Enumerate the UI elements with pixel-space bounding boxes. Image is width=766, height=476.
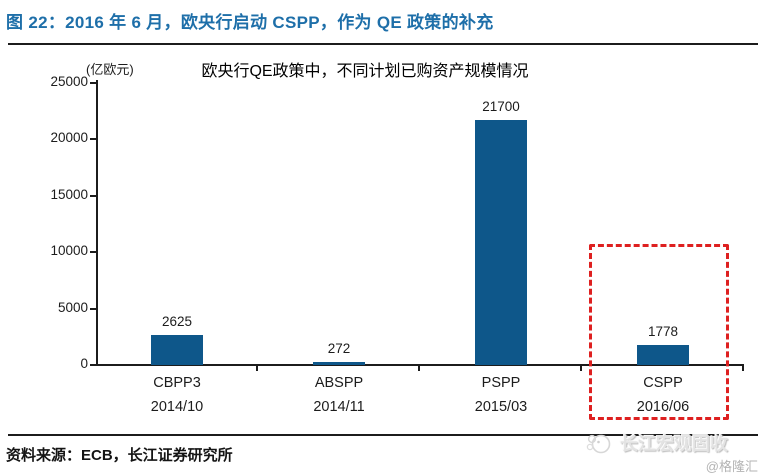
x-axis-tick [742,366,744,371]
source-note: 资料来源：ECB，长江证券研究所 [6,447,233,464]
x-category-name: ABSPP [314,375,364,391]
bar-cbpp3 [151,335,203,365]
x-category-date: 2016/06 [636,399,690,415]
header-divider [8,43,758,45]
figure-title: 图 22：2016 年 6 月，欧央行启动 CSPP，作为 QE 政策的补充 [6,13,494,32]
bar-value-label: 21700 [482,99,520,115]
x-category-name: CBPP3 [153,375,201,391]
y-axis-unit-label: (亿欧元) [86,62,134,77]
y-axis-tick [90,194,96,197]
bar-abspp [313,361,365,365]
bar-cspp [637,344,689,365]
watermark-logo-icon [586,434,611,454]
x-axis-tick [580,366,582,371]
y-axis-tick-label: 20000 [50,130,88,146]
y-axis-tick-label: 25000 [50,74,88,89]
bar-value-label: 272 [327,340,351,356]
bar-value-label: 2625 [161,314,193,330]
bar-value-label: 1778 [647,323,679,339]
footer-divider [8,434,758,436]
y-axis-tick-label: 15000 [50,186,88,202]
y-axis-tick [90,138,96,141]
y-axis-line [96,80,98,366]
chart-title: 欧央行QE政策中，不同计划已购资产规模情况 [201,63,529,80]
watermark-handle: @格隆汇 [705,459,758,474]
y-axis-tick [90,82,96,84]
x-category-name: PSPP [481,375,521,391]
watermark-brand: 长江宏观固收 [620,434,728,454]
x-category-date: 2014/10 [150,399,204,415]
y-axis-tick [90,307,96,310]
x-axis-line [96,364,744,366]
y-axis-tick [90,364,96,366]
cspp-highlight-box [589,244,729,420]
x-category-name: CSPP [643,375,683,391]
x-category-date: 2014/11 [313,399,365,415]
x-axis-tick [256,366,258,371]
y-axis-tick-label: 10000 [50,243,88,259]
x-axis-tick [418,366,420,371]
y-axis-tick-label: 5000 [57,299,88,315]
y-axis-tick [90,251,96,254]
x-category-date: 2015/03 [474,399,528,415]
y-axis-tick-label: 0 [80,356,88,371]
bar-pspp [475,120,527,365]
